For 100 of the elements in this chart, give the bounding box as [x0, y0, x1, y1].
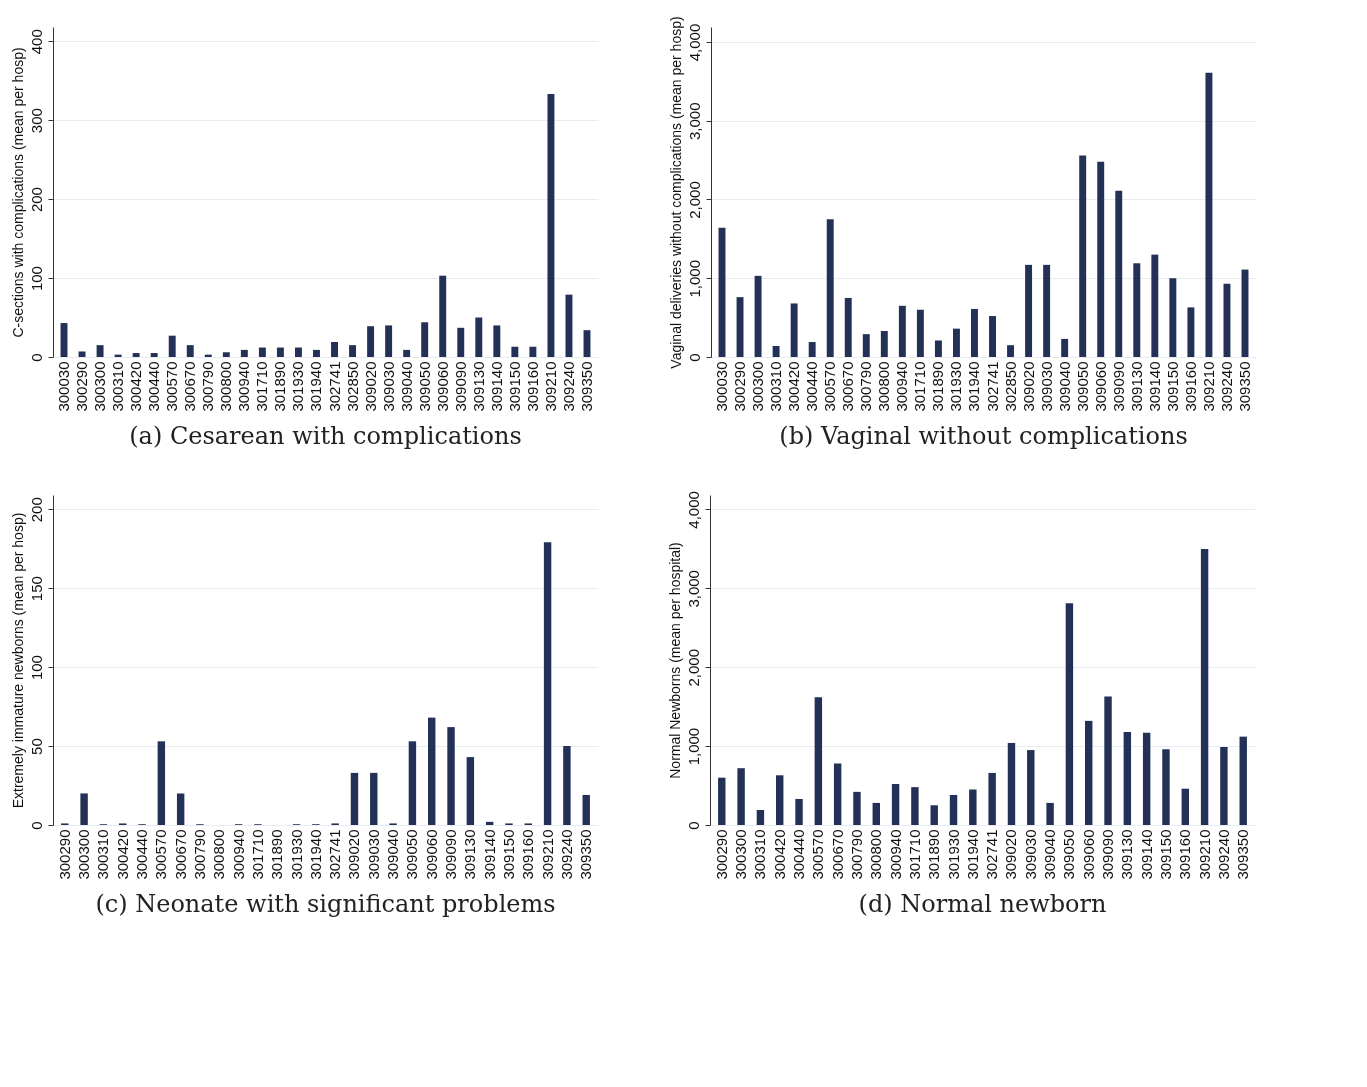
x-tick-label: 300570	[163, 361, 181, 412]
bar	[934, 340, 942, 357]
x-tick-label: 300670	[181, 361, 199, 412]
y-tick-label: 100	[27, 266, 45, 292]
x-tick-label: 309060	[422, 829, 440, 880]
x-tick-label: 309210	[538, 829, 556, 880]
x-tick-label: 309030	[1037, 361, 1055, 412]
bar	[911, 787, 919, 825]
x-tick-label: 300940	[893, 361, 911, 412]
y-tick-label: 400	[27, 29, 45, 55]
x-tick-label: 302850	[343, 361, 361, 412]
x-tick-label: 300800	[867, 829, 885, 880]
x-tick-label: 309150	[505, 361, 523, 412]
bar	[1223, 283, 1231, 357]
bar	[952, 328, 960, 357]
bar	[754, 275, 762, 357]
y-tick-label: 1,000	[684, 727, 702, 766]
text: (a) Cesarean with complications	[129, 422, 522, 451]
x-tick-label: 309240	[557, 829, 575, 880]
bar	[930, 805, 938, 825]
x-tick-label: 300800	[217, 361, 235, 412]
bar	[547, 94, 555, 357]
bar	[1115, 190, 1123, 357]
x-tick-label: 309030	[379, 361, 397, 412]
x-tick-label: 300940	[235, 361, 253, 412]
text: (b) Vaginal without complications	[779, 422, 1188, 451]
x-tick-label: 300290	[55, 829, 73, 880]
x-tick-label: 301930	[289, 361, 307, 412]
bar	[331, 342, 338, 357]
x-tick-label: 309020	[345, 829, 363, 880]
bar	[186, 345, 194, 357]
x-tick-label: 309030	[1021, 829, 1039, 880]
bar	[1085, 720, 1093, 825]
x-tick-label: 309160	[1176, 829, 1194, 880]
x-tick-label: 300420	[113, 829, 131, 880]
bar	[370, 772, 378, 825]
x-tick-label: 300290	[73, 361, 91, 412]
x-tick-label: 301940	[306, 829, 324, 880]
y-tick-label: 2,000	[684, 648, 702, 687]
x-tick-label: 309160	[519, 829, 537, 880]
x-tick-label: 309140	[480, 829, 498, 880]
y-axis-title: C-sections with complications (mean per hosp)	[9, 47, 26, 338]
y-tick-label: 150	[27, 576, 45, 602]
bar	[808, 342, 816, 357]
x-tick-label: 300300	[91, 361, 109, 412]
bar	[132, 353, 140, 357]
y-tick-label: 0	[685, 353, 703, 362]
bar	[1133, 263, 1141, 357]
x-tick-label: 300790	[199, 361, 217, 412]
bar	[403, 349, 411, 357]
bar	[565, 294, 573, 357]
bar	[736, 297, 744, 357]
bar	[1007, 742, 1016, 825]
bar	[157, 741, 166, 825]
bar	[1046, 802, 1054, 825]
x-tick-label: 300300	[732, 829, 750, 880]
x-tick-label: 300420	[785, 361, 803, 412]
x-tick-label: 301940	[965, 361, 983, 412]
bar	[543, 542, 552, 825]
bar	[1007, 345, 1015, 357]
x-tick-label: 300800	[210, 829, 228, 880]
bar	[485, 821, 494, 825]
x-tick-label: 300420	[770, 829, 788, 880]
bar	[949, 795, 958, 825]
x-tick-label: 300310	[109, 361, 127, 412]
x-tick-label: 309210	[541, 361, 559, 412]
bar	[439, 275, 447, 357]
x-tick-label: 302741	[325, 361, 343, 412]
bar	[1079, 155, 1087, 357]
x-tick-label: 309040	[1055, 361, 1073, 412]
x-tick-label: 309210	[1195, 829, 1213, 880]
bar	[826, 219, 834, 357]
x-tick-label: 301710	[905, 829, 923, 880]
x-tick-label: 309140	[1137, 829, 1155, 880]
bar	[349, 345, 357, 357]
x-tick-label: 309060	[1079, 829, 1097, 880]
x-tick-label: 309090	[442, 829, 460, 880]
x-tick-label: 300310	[751, 829, 769, 880]
x-tick-label: 300940	[886, 829, 904, 880]
bar	[880, 331, 888, 357]
y-tick-label: 200	[27, 187, 45, 213]
x-tick-label: 300290	[731, 361, 749, 412]
x-tick-label: 309050	[1060, 829, 1078, 880]
bar	[1061, 338, 1069, 357]
bar	[582, 795, 590, 825]
y-tick-label: 0	[27, 821, 45, 830]
x-tick-label: 300570	[821, 361, 839, 412]
bar	[493, 325, 501, 357]
x-tick-label: 309090	[451, 361, 469, 412]
y-axis-title: Vaginal deliveries without complications (mean per hosp)	[667, 16, 684, 369]
x-tick-label: 300300	[749, 361, 767, 412]
y-tick-label: 3,000	[684, 570, 702, 608]
y-tick-label: 50	[27, 738, 45, 755]
x-tick-label: 309130	[469, 361, 487, 412]
bar	[776, 775, 784, 825]
x-tick-label: 301930	[947, 361, 965, 412]
y-tick-label: 4,000	[685, 23, 703, 62]
bar	[872, 802, 880, 825]
bar	[1065, 603, 1074, 825]
x-tick-label: 300670	[828, 829, 846, 880]
